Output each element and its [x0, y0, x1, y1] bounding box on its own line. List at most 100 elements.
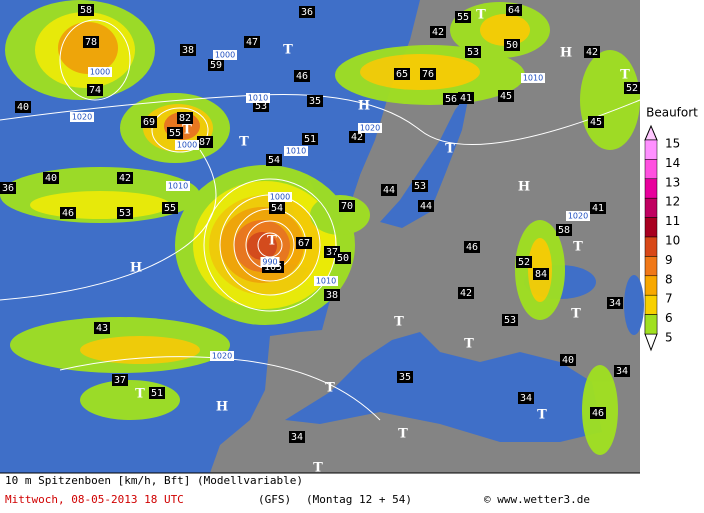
gust-label: 55 — [457, 12, 469, 23]
gust-label: 105 — [264, 262, 282, 273]
isobar-label-box — [210, 351, 234, 361]
gust-label: 56 — [445, 94, 457, 105]
gust-label: 35 — [399, 372, 411, 383]
isobar-label: 1010 — [523, 74, 543, 83]
gust-label: 40 — [45, 173, 57, 184]
legend-label: 8 — [665, 272, 673, 286]
legend-label: 7 — [665, 292, 673, 306]
gust-label: 47 — [246, 37, 258, 48]
pressure-system-label: T — [267, 234, 277, 249]
gust-label-box — [83, 36, 99, 48]
isobar-label: 1010 — [286, 147, 306, 156]
pressure-system-label: H — [130, 261, 142, 276]
gust-label-box — [464, 241, 480, 253]
gust-label-box — [412, 180, 428, 192]
gust-label-box — [381, 184, 397, 196]
isobar-label: 1000 — [215, 51, 235, 60]
legend-label: 10 — [665, 234, 680, 248]
gust-label: 36 — [2, 183, 14, 194]
gust-label-box — [307, 95, 323, 107]
gust-label-box — [0, 182, 16, 194]
gust-label-box — [516, 256, 532, 268]
isobar-label-box — [268, 192, 292, 202]
gust-label-box — [614, 365, 630, 377]
gust-label-box — [294, 70, 310, 82]
pressure-system-label: T — [135, 387, 145, 402]
gust-label: 35 — [309, 96, 321, 107]
isobar-label: 1020 — [568, 212, 588, 221]
gust-label-box — [349, 131, 365, 143]
gust-label: 41 — [592, 203, 604, 214]
gust-label: 41 — [460, 93, 472, 104]
gust-label: 37 — [326, 247, 338, 258]
caption-model: (GFS) — [258, 493, 291, 506]
footer-background — [0, 473, 704, 513]
gust-label-box — [607, 297, 623, 309]
gust-label-box — [94, 322, 110, 334]
caption-copyright: © www.wetter3.de — [484, 493, 590, 506]
caption-title: 10 m Spitzenboen [km/h, Bft] (Modellvari… — [5, 474, 303, 487]
gust-label: 54 — [271, 203, 283, 214]
legend-swatch — [644, 217, 658, 238]
gust-label-box — [502, 314, 518, 326]
isobar-label: 1010 — [168, 182, 188, 191]
gust-label-box — [302, 133, 318, 145]
isobar-label-box — [166, 181, 190, 191]
gust-label: 42 — [460, 288, 472, 299]
isobar-label-box — [88, 67, 112, 77]
gust-label-box — [455, 11, 471, 23]
gust-label-box — [533, 268, 549, 280]
gust-label: 42 — [432, 27, 444, 38]
pressure-system-label: H — [560, 46, 572, 61]
gust-label-box — [518, 392, 534, 404]
gust-label: 34 — [609, 298, 621, 309]
gust-label-box — [465, 46, 481, 58]
gust-label: 55 — [169, 128, 181, 139]
gust-label: 78 — [85, 37, 97, 48]
legend-title: Beaufort — [646, 106, 698, 120]
isobar-label-box — [246, 93, 270, 103]
gust-label: 54 — [268, 155, 280, 166]
gust-label: 44 — [383, 185, 395, 196]
gust-label: 52 — [626, 83, 638, 94]
legend-bottom-cap — [644, 333, 658, 352]
gust-label: 69 — [143, 117, 155, 128]
gust-label: 58 — [80, 5, 92, 16]
isobar-label: 1010 — [248, 94, 268, 103]
gust-label-box — [324, 289, 340, 301]
pressure-system-label: T — [537, 408, 547, 423]
legend-label: 5 — [665, 331, 673, 345]
gust-label: 52 — [518, 257, 530, 268]
gust-label-box — [420, 68, 436, 80]
gust-label: 76 — [422, 69, 434, 80]
pressure-system-label: T — [476, 8, 486, 23]
gust-label-box — [394, 68, 410, 80]
gust-label: 53 — [504, 315, 516, 326]
gust-label: 43 — [96, 323, 108, 334]
isobar-label-box — [175, 140, 199, 150]
gust-label: 45 — [500, 91, 512, 102]
gust-label: 34 — [520, 393, 532, 404]
gust-label-box — [43, 172, 59, 184]
pressure-system-label: T — [325, 381, 335, 396]
gust-label-box — [60, 207, 76, 219]
gust-label: 38 — [326, 290, 338, 301]
pressure-system-label: T — [398, 427, 408, 442]
gust-label-box — [584, 46, 600, 58]
pressure-system-label: T — [182, 123, 192, 138]
gust-label: 45 — [590, 117, 602, 128]
gust-label: 53 — [119, 208, 131, 219]
gust-label-box — [458, 92, 474, 104]
gust-label-box — [299, 6, 315, 18]
pressure-system-label: H — [358, 99, 370, 114]
gust-label-box — [624, 82, 640, 94]
legend-swatch — [644, 197, 658, 218]
gust-label-box — [15, 101, 31, 113]
isobar-label: 990 — [262, 258, 277, 267]
gust-label-box — [269, 202, 285, 214]
caption-run: (Montag 12 + 54) — [306, 493, 412, 506]
isobar-label: 1020 — [72, 113, 92, 122]
gust-label: 87 — [199, 137, 211, 148]
isobar-label: 1020 — [212, 352, 232, 361]
pressure-system-label: T — [464, 337, 474, 352]
